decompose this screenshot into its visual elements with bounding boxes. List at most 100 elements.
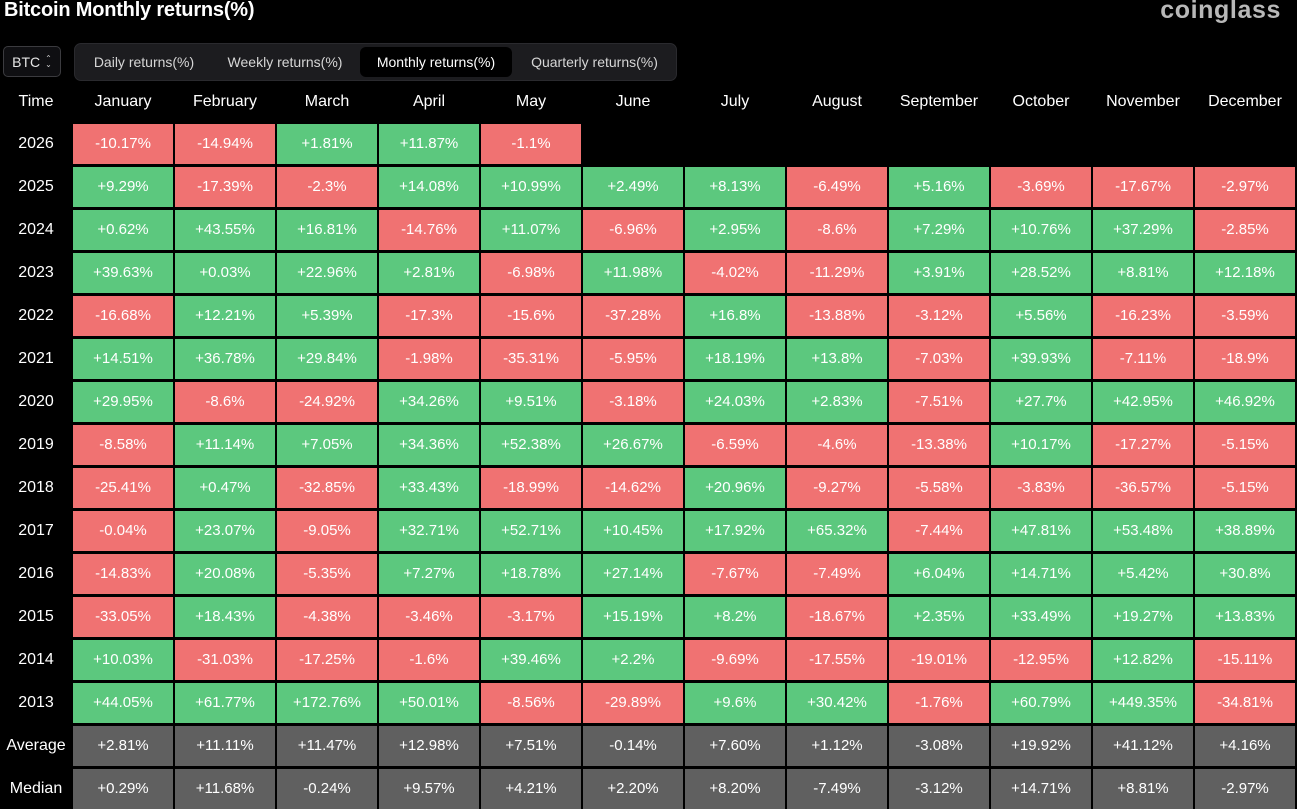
return-cell: +42.95% (1093, 382, 1193, 422)
summary-row-label: Average (6, 737, 66, 754)
tab-monthly-returns[interactable]: Monthly returns(%) (360, 47, 512, 77)
return-cell: +10.76% (991, 210, 1091, 250)
return-cell: -3.17% (481, 597, 581, 637)
return-cell: +34.36% (379, 425, 479, 465)
return-cell: +44.05% (73, 683, 173, 723)
year-label: 2025 (18, 178, 54, 195)
summary-cell: +2.81% (73, 726, 173, 766)
return-cell: -1.6% (379, 640, 479, 680)
return-cell: +12.82% (1093, 640, 1193, 680)
return-cell: +39.93% (991, 339, 1091, 379)
return-cell: +30.8% (1195, 554, 1295, 594)
return-cell: -2.3% (277, 167, 377, 207)
return-cell: -6.49% (787, 167, 887, 207)
return-cell: -24.92% (277, 382, 377, 422)
return-cell: +8.2% (685, 597, 785, 637)
return-cell: +18.78% (481, 554, 581, 594)
return-cell: -14.62% (583, 468, 683, 508)
return-cell: -0.04% (73, 511, 173, 551)
return-cell: -5.15% (1195, 425, 1295, 465)
return-cell: -32.85% (277, 468, 377, 508)
summary-cell: +11.47% (277, 726, 377, 766)
month-column-header: December (1208, 93, 1282, 110)
return-cell: -9.27% (787, 468, 887, 508)
tab-daily-returns[interactable]: Daily returns(%) (93, 54, 195, 70)
return-cell: -17.55% (787, 640, 887, 680)
return-cell: -6.98% (481, 253, 581, 293)
month-column-header: November (1106, 93, 1180, 110)
return-cell: -33.05% (73, 597, 173, 637)
chevron-updown-icon: ⌃ ⌄ (45, 53, 52, 69)
return-cell: -13.88% (787, 296, 887, 336)
summary-row-label: Median (9, 780, 63, 797)
return-cell: +27.7% (991, 382, 1091, 422)
summary-cell: +2.20% (583, 769, 683, 809)
year-label: 2014 (18, 651, 54, 668)
return-cell: +39.63% (73, 253, 173, 293)
month-column-header: September (899, 93, 979, 110)
return-cell: +2.49% (583, 167, 683, 207)
summary-cell: +1.12% (787, 726, 887, 766)
return-cell: +7.27% (379, 554, 479, 594)
return-cell: -16.23% (1093, 296, 1193, 336)
year-label: 2019 (18, 436, 54, 453)
return-cell: +53.48% (1093, 511, 1193, 551)
month-column-header: October (1012, 93, 1070, 110)
month-column-header: April (412, 93, 445, 110)
summary-cell: -2.97% (1195, 769, 1295, 809)
return-cell: -17.3% (379, 296, 479, 336)
return-cell: -8.6% (175, 382, 275, 422)
return-cell: -5.58% (889, 468, 989, 508)
return-cell: -4.6% (787, 425, 887, 465)
return-cell: -7.44% (889, 511, 989, 551)
summary-cell: +4.21% (481, 769, 581, 809)
return-cell: -18.67% (787, 597, 887, 637)
return-cell: +0.47% (175, 468, 275, 508)
return-cell: -2.97% (1195, 167, 1295, 207)
return-cell: -8.6% (787, 210, 887, 250)
return-cell: -34.81% (1195, 683, 1295, 723)
return-cell: +0.03% (175, 253, 275, 293)
month-column-header: July (720, 93, 750, 110)
page-title: Bitcoin Monthly returns(%) (4, 0, 255, 21)
return-cell: +11.07% (481, 210, 581, 250)
return-cell: -1.1% (481, 124, 581, 164)
return-cell: +8.81% (1093, 253, 1193, 293)
return-cell: +52.38% (481, 425, 581, 465)
return-cell: -13.38% (889, 425, 989, 465)
return-cell: +37.29% (1093, 210, 1193, 250)
return-cell: +38.89% (1195, 511, 1295, 551)
return-cell: -3.12% (889, 296, 989, 336)
return-cell: +20.96% (685, 468, 785, 508)
return-cell: +13.8% (787, 339, 887, 379)
summary-cell: +0.29% (73, 769, 173, 809)
return-cell: -19.01% (889, 640, 989, 680)
summary-cell: -7.49% (787, 769, 887, 809)
return-cell: +23.07% (175, 511, 275, 551)
summary-cell: +8.20% (685, 769, 785, 809)
month-column-header: March (304, 93, 350, 110)
return-cell: -18.9% (1195, 339, 1295, 379)
summary-cell: -3.08% (889, 726, 989, 766)
return-cell: -1.76% (889, 683, 989, 723)
return-cell: +14.51% (73, 339, 173, 379)
return-cell: +30.42% (787, 683, 887, 723)
return-cell: +17.92% (685, 511, 785, 551)
asset-select[interactable]: BTC ⌃ ⌄ (3, 46, 61, 77)
return-cell: +9.29% (73, 167, 173, 207)
summary-cell: +19.92% (991, 726, 1091, 766)
return-cell: -10.17% (73, 124, 173, 164)
return-cell: +14.08% (379, 167, 479, 207)
return-cell: +12.18% (1195, 253, 1295, 293)
month-column-header: May (515, 93, 547, 110)
tab-quarterly-returns[interactable]: Quarterly returns(%) (531, 54, 658, 70)
brand-logo: coinglass (1160, 0, 1281, 24)
year-label: 2024 (18, 221, 54, 238)
return-cell: -7.03% (889, 339, 989, 379)
return-cell: +32.71% (379, 511, 479, 551)
tab-weekly-returns[interactable]: Weekly returns(%) (227, 54, 343, 70)
month-column-header: June (615, 93, 651, 110)
return-cell: +1.81% (277, 124, 377, 164)
return-cell: -35.31% (481, 339, 581, 379)
return-cell: +2.83% (787, 382, 887, 422)
